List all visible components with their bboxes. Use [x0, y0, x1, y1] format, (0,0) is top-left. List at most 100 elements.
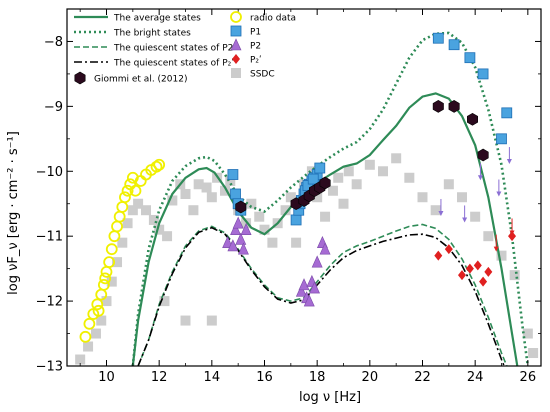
series-5-point-13 [314, 162, 326, 174]
legend-item-1: The bright states [74, 29, 191, 39]
series-6-point-7 [295, 284, 307, 297]
y-tick-label-4: −12 [36, 295, 63, 310]
series-9-point-23 [220, 185, 230, 196]
series-4-point-0 [79, 330, 92, 343]
series-4-point-24 [99, 272, 112, 285]
series-5-point-19 [501, 107, 513, 119]
series-6-point-13 [311, 255, 323, 268]
legend-label-6: P1 [250, 28, 261, 38]
series-5-point-16 [464, 52, 476, 64]
series-9-point-33 [285, 192, 296, 203]
legend-swatch-5 [230, 11, 242, 23]
series-4-point-17 [129, 184, 142, 197]
series-8-point-8 [448, 100, 460, 113]
legend-label-7: P2 [250, 42, 261, 52]
x-tick-label-2: 14 [204, 370, 221, 385]
series-4-point-7 [103, 256, 116, 269]
series-7-point-0 [434, 250, 443, 261]
series-9-point-5 [106, 276, 117, 287]
series-9-point-44 [364, 159, 375, 170]
x-tick-label-8: 26 [520, 370, 537, 385]
series-4-point-23 [92, 304, 105, 317]
series-5-point-14 [432, 32, 444, 44]
series-6-point-12 [309, 281, 320, 294]
legend-item-3: The quiescent states of P₂ʹ [74, 58, 234, 69]
series-5-point-17 [477, 68, 489, 80]
series-11-point-1-head [509, 230, 515, 236]
y-tick-label-1: −9 [44, 100, 63, 115]
legend-item-6: P1 [230, 25, 261, 38]
series-4-point-22 [153, 158, 166, 171]
legend-item-5: radio data [230, 11, 296, 24]
series-9-point-8 [122, 218, 133, 229]
series-7-point-6 [484, 266, 493, 277]
series-10-point-1 [462, 205, 468, 223]
series-6-point-15 [319, 242, 331, 255]
series-6-point-1 [227, 239, 239, 252]
y-axis-label: log νF_ν [erg · cm⁻² · s⁻¹] [6, 131, 21, 295]
series-9-point-49 [430, 205, 441, 216]
x-axis-label: log ν [Hz] [299, 390, 361, 405]
series-6-point-6 [240, 222, 252, 235]
series-10-point-4-head [506, 159, 512, 165]
legend-item-4: Giommi et al. (2012) [74, 71, 187, 85]
series-9-point-51 [457, 192, 467, 203]
series-9-point-28 [254, 211, 265, 222]
series-7-point-1 [444, 244, 453, 255]
series-4-point-1 [83, 317, 96, 330]
series-3-line [137, 226, 505, 367]
series-9-point-45 [378, 166, 388, 177]
series-9-point-6 [112, 257, 123, 268]
legend-label-5: radio data [250, 14, 296, 24]
series-4-point-13 [119, 191, 131, 204]
series-8-point-0 [235, 200, 247, 214]
legend-label-4: Giommi et al. (2012) [94, 75, 187, 85]
legend-item-0: The average states [74, 14, 201, 24]
series-4-point-8 [105, 243, 118, 256]
series-8-point-6 [319, 176, 331, 190]
series-10-point-0 [438, 198, 444, 216]
series-4-point-10 [111, 220, 123, 233]
x-tick-label-4: 18 [309, 370, 326, 385]
series-9-point-0 [75, 354, 86, 365]
legend-label-3: The quiescent states of P₂ʹ [113, 58, 234, 69]
legend-label-9: SSDC [250, 70, 275, 80]
series-9-point-11 [141, 205, 151, 216]
series-7-point-5 [479, 276, 488, 287]
legend-swatch-4 [74, 71, 86, 85]
legend-label-8: P₂ʹ [250, 55, 262, 66]
series-9-point-9 [127, 205, 138, 216]
series-4-point-4 [95, 288, 108, 301]
series-9-point-2 [90, 328, 101, 339]
series-5-point-15 [448, 39, 460, 51]
series-9-point-39 [327, 185, 338, 196]
data-points [79, 32, 517, 343]
series-9-point-12 [148, 214, 159, 225]
series-8-point-10 [477, 148, 489, 162]
series-4-point-15 [124, 178, 137, 191]
series-4-point-14 [121, 184, 134, 197]
x-tick-label-7: 24 [467, 370, 484, 385]
series-11-point-1 [509, 218, 515, 236]
series-9-point-27 [246, 198, 257, 209]
series-4-point-5 [97, 278, 110, 291]
series-6-point-3 [232, 216, 244, 229]
x-tick-label-5: 20 [362, 370, 379, 385]
series-9-point-54 [496, 250, 507, 261]
series-6-point-0 [222, 235, 234, 248]
series-9-point-57 [528, 348, 539, 359]
x-tick-label-3: 16 [256, 370, 273, 385]
series-10-point-3-head [496, 191, 502, 197]
plot-border [66, 8, 542, 367]
y-tick-label-5: −13 [36, 360, 63, 375]
series-9-point-40 [333, 172, 344, 183]
legend-item-7: P2 [230, 38, 261, 52]
series-10-point-0-head [438, 210, 444, 216]
series-11-point-0 [493, 234, 499, 252]
series-9-point-56 [522, 328, 533, 339]
series-4-point-12 [116, 201, 129, 213]
series-10-point-4 [506, 147, 512, 165]
series-9-point-4 [101, 296, 112, 307]
series-9-point-10 [133, 198, 144, 209]
